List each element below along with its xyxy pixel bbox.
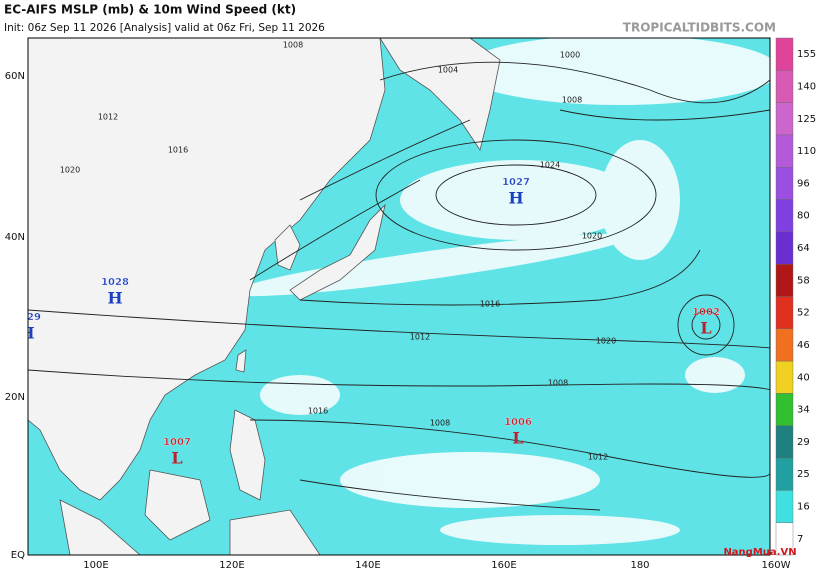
colorbar-segment: [775, 393, 794, 426]
colorbar-label: 58: [797, 275, 810, 286]
colorbar-label: 46: [797, 340, 810, 351]
colorbar-label: 64: [797, 243, 810, 254]
isobar-label: 1016: [168, 146, 188, 155]
isobar-label: 1020: [582, 232, 602, 241]
pressure-value: 1027: [502, 177, 530, 188]
colorbar-segment: [775, 134, 794, 168]
colorbar-segment: [775, 457, 794, 491]
isobar-label: 1008: [430, 419, 450, 428]
pressure-value: 1029: [13, 312, 41, 323]
colorbar-segment: [775, 296, 794, 330]
watermark: NangMua.VN: [723, 547, 796, 558]
isobar-label: 1012: [98, 113, 118, 122]
lon-label: 160W: [762, 560, 791, 571]
colorbar-label: 155: [797, 49, 816, 60]
pressure-symbol: H: [19, 324, 34, 343]
colorbar-segment: [775, 490, 794, 523]
isobar-label: 1000: [560, 51, 580, 60]
calm-areas: [231, 38, 770, 545]
colorbar-label: 110: [797, 146, 816, 157]
lon-label: 180: [630, 560, 649, 571]
colorbar-segment: [775, 522, 794, 556]
lon-label: 120E: [219, 560, 244, 571]
colorbar-label: 140: [797, 81, 816, 92]
lon-label: 140E: [355, 560, 380, 571]
lat-label: 40N: [5, 232, 25, 243]
lon-label: 100E: [83, 560, 108, 571]
pressure-symbol: L: [171, 449, 182, 468]
colorbar-segment: [775, 199, 794, 233]
isobar-label: 1024: [540, 161, 560, 170]
map-title: EC-AIFS MSLP (mb) & 10m Wind Speed (kt): [4, 3, 296, 17]
lat-label: EQ: [11, 550, 25, 561]
colorbar-label: 52: [797, 308, 810, 319]
colorbar-label: 125: [797, 114, 816, 125]
colorbar-label: 34: [797, 405, 810, 416]
pressure-value: 1006: [504, 417, 532, 428]
isobar-label: 1016: [308, 407, 328, 416]
colorbar-label: 80: [797, 211, 810, 222]
pressure-value: 1002: [692, 307, 720, 318]
colorbar-segment: [775, 263, 794, 297]
map-labels: 1027H1028H1029H1002L1006L1007L1008100410…: [13, 41, 720, 468]
colorbar-segment: [775, 37, 794, 71]
colorbar-segment: [775, 231, 794, 265]
map-area: 1027H1028H1029H1002L1006L1007L1008100410…: [13, 38, 770, 555]
isobar-label: 1008: [562, 96, 582, 105]
lat-label: 60N: [5, 71, 25, 82]
pressure-symbol: H: [508, 189, 523, 208]
isobar-label: 1020: [60, 166, 80, 175]
pressure-symbol: L: [700, 319, 711, 338]
land: [28, 38, 501, 555]
colorbar-label: 7: [797, 534, 803, 545]
colorbar-segment: [775, 360, 794, 394]
colorbar-label: 16: [797, 502, 810, 513]
map-frame: [27, 37, 771, 556]
isobar-label: 1012: [410, 333, 430, 342]
pressure-symbol: H: [107, 289, 122, 308]
pressure-value: 1028: [101, 277, 129, 288]
isobar-label: 1016: [480, 300, 500, 309]
lat-label: 20N: [5, 392, 25, 403]
isobars: [28, 61, 770, 511]
map-subtitle: Init: 06z Sep 11 2026 [Analysis] valid a…: [4, 22, 325, 34]
colorbar-label: 29: [797, 437, 810, 448]
colorbar-segment: [775, 102, 794, 136]
isobar-label: 1008: [548, 379, 568, 388]
isobar-label: 1008: [283, 41, 303, 50]
isobar-label: 1012: [588, 453, 608, 462]
pressure-symbol: L: [512, 429, 523, 448]
colorbar-segment: [775, 70, 794, 103]
colorbar-label: 25: [797, 469, 810, 480]
colorbar-segment: [775, 425, 794, 459]
colorbar-segment: [775, 167, 794, 200]
isobar-label: 1020: [596, 337, 616, 346]
lon-label: 160E: [491, 560, 516, 571]
colorbar-segment: [775, 328, 794, 362]
annotations: 60N 40N 20N EQ 100E 120E 140E 160E 180 160W 155 140…: [5, 37, 816, 571]
site-credit: TROPICALTIDBITS.COM: [623, 21, 776, 35]
pressure-value: 1007: [163, 437, 191, 448]
isobar-label: 1004: [438, 66, 458, 75]
colorbar-label: 40: [797, 372, 810, 383]
colorbar-label: 96: [797, 178, 810, 189]
